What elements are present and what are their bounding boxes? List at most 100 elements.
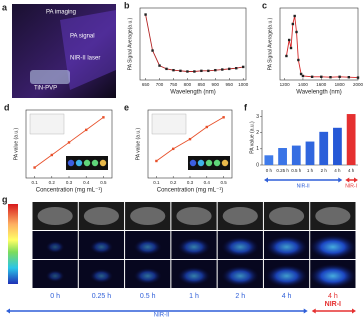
data-point bbox=[85, 128, 88, 132]
ultrasound-tissue bbox=[83, 207, 120, 225]
data-point bbox=[295, 30, 298, 34]
arrow-nir-i-head bbox=[345, 177, 350, 183]
y-tick-label: 2 bbox=[256, 130, 259, 136]
x-tick-label: 0.4 bbox=[83, 180, 90, 185]
data-point bbox=[289, 46, 293, 50]
data-point bbox=[285, 54, 288, 58]
pa-signal bbox=[221, 266, 259, 286]
data-point bbox=[188, 137, 192, 141]
x-tick-label: 4 h bbox=[348, 168, 355, 173]
inset-well bbox=[67, 159, 75, 167]
inset-table bbox=[29, 113, 65, 135]
x-axis-label: Wavelength (nm) bbox=[170, 90, 215, 96]
data-point bbox=[165, 67, 168, 71]
x-tick-label: 1 h bbox=[307, 168, 314, 173]
time-label: 0.25 h bbox=[92, 293, 112, 300]
x-tick-label: 0.3 bbox=[187, 180, 194, 185]
x-tick-label: 0.2 bbox=[49, 180, 56, 185]
panel-letter: b bbox=[124, 0, 130, 10]
x-tick-label: 4 h bbox=[334, 168, 341, 173]
y-tick-label: 1 bbox=[256, 146, 259, 152]
x-tick-label: 750 bbox=[170, 82, 178, 87]
data-point bbox=[158, 64, 161, 67]
ultrasound-tissue bbox=[176, 207, 212, 225]
pa-signal bbox=[89, 269, 113, 283]
panel-letter: a bbox=[2, 2, 8, 12]
data-point bbox=[179, 69, 182, 73]
data-point bbox=[67, 141, 71, 144]
x-tick-label: 900 bbox=[212, 82, 220, 87]
sample bbox=[30, 70, 70, 84]
x-tick-label: 0.5 h bbox=[291, 168, 302, 173]
pa-signal bbox=[309, 235, 356, 259]
annotation: NIR-II bbox=[154, 313, 170, 318]
data-point bbox=[172, 68, 175, 72]
photo-label: NIR-II laser bbox=[70, 56, 100, 62]
data-point bbox=[193, 70, 196, 73]
x-tick-label: 1000 bbox=[238, 82, 249, 87]
data-point bbox=[50, 153, 53, 157]
data-point bbox=[329, 76, 332, 79]
panel-letter: e bbox=[124, 102, 129, 112]
panel-letter: f bbox=[244, 102, 248, 112]
pa-signal bbox=[45, 241, 65, 253]
data-point bbox=[186, 70, 189, 73]
ultrasound-tissue bbox=[130, 207, 166, 225]
pa-signal bbox=[221, 237, 259, 257]
plot-frame bbox=[139, 7, 247, 81]
arrow-nir-i-head bbox=[352, 308, 356, 314]
data-point bbox=[347, 76, 351, 79]
x-tick-label: 1400 bbox=[298, 82, 309, 87]
x-tick-label: 0.1 bbox=[153, 180, 160, 185]
data-point bbox=[200, 69, 203, 73]
inset-well bbox=[75, 159, 83, 167]
photo-label: TiN-PVP bbox=[34, 86, 57, 92]
y-axis-label: PA value (a.u.) bbox=[249, 121, 255, 154]
bar bbox=[264, 155, 274, 165]
data-point bbox=[242, 65, 245, 69]
annotation: NIR-II bbox=[297, 183, 310, 189]
inset-table bbox=[151, 113, 187, 135]
data-point bbox=[310, 75, 314, 78]
pa-signal bbox=[133, 268, 162, 284]
x-tick-label: 2 h bbox=[321, 168, 328, 173]
inset-well bbox=[189, 159, 197, 167]
bar bbox=[346, 114, 356, 165]
inset-well bbox=[213, 159, 221, 167]
data-line bbox=[285, 15, 359, 79]
x-tick-label: 0.25 h bbox=[276, 168, 289, 173]
photo-label: PA imaging bbox=[46, 10, 76, 16]
data-point bbox=[228, 67, 231, 71]
x-tick-label: 950 bbox=[226, 82, 234, 87]
inset-well bbox=[83, 159, 91, 167]
photo-label: PA signal bbox=[70, 34, 95, 40]
data-point bbox=[291, 22, 295, 26]
time-label: 1 h bbox=[189, 293, 199, 300]
data-point bbox=[214, 68, 217, 72]
x-tick-label: 1600 bbox=[316, 82, 327, 87]
data-point bbox=[299, 72, 303, 76]
y-axis-label: PA value (a.u.) bbox=[135, 127, 141, 160]
colorbar bbox=[8, 204, 18, 284]
bar bbox=[278, 148, 287, 165]
arrow-nir-ii-head bbox=[303, 308, 308, 314]
data-point bbox=[222, 116, 225, 119]
time-label: 4 h bbox=[328, 293, 338, 300]
pa-signal bbox=[45, 270, 65, 282]
pa-signal bbox=[309, 264, 356, 288]
bar bbox=[305, 141, 315, 165]
panel-letter: d bbox=[4, 102, 10, 112]
data-point bbox=[144, 13, 147, 16]
x-axis-label: Wavelength (nm) bbox=[296, 90, 341, 96]
arrow-nir-i-head bbox=[354, 177, 358, 183]
pa-signal bbox=[133, 239, 162, 255]
x-tick-label: 2000 bbox=[353, 82, 363, 87]
data-point bbox=[287, 38, 291, 42]
data-point bbox=[320, 75, 323, 78]
pa-signal bbox=[265, 236, 308, 258]
panel-letter: c bbox=[262, 0, 267, 10]
data-point bbox=[172, 147, 175, 151]
data-point bbox=[205, 125, 208, 129]
data-line bbox=[145, 14, 244, 72]
